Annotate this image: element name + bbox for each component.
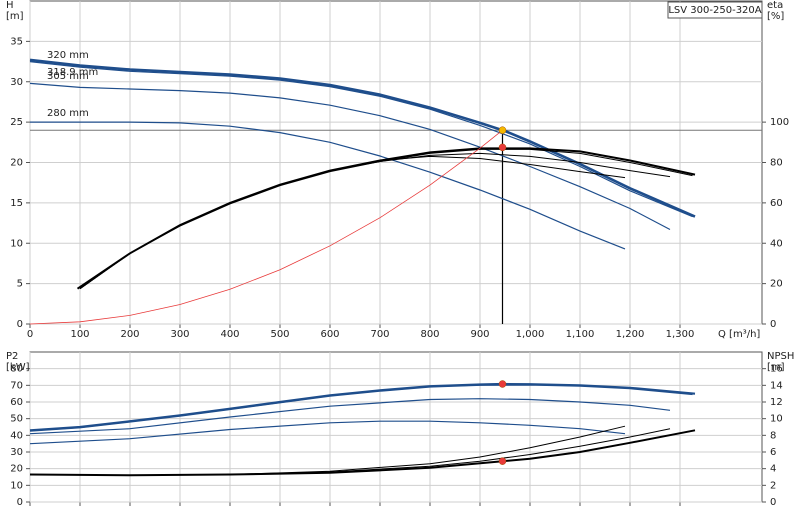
y2-axis-unit: [%] bbox=[767, 11, 784, 22]
y2-tick-label: 4 bbox=[770, 464, 776, 475]
y2-tick-label: 12 bbox=[770, 397, 783, 408]
y2-tick-label: 80 bbox=[770, 158, 783, 169]
operating-point bbox=[498, 380, 507, 388]
curve bbox=[29, 129, 503, 325]
x-tick-label: 1,000 bbox=[516, 329, 545, 340]
curve bbox=[79, 155, 626, 290]
y-axis-label: H bbox=[6, 0, 14, 11]
curve bbox=[29, 382, 696, 432]
curve bbox=[29, 384, 693, 432]
y2-tick-label: 20 bbox=[770, 279, 783, 290]
x-tick-label: 400 bbox=[220, 329, 239, 340]
curve-label: 318.9 mm bbox=[47, 67, 98, 78]
curve bbox=[29, 425, 626, 476]
y-tick-label: 40 bbox=[10, 430, 23, 441]
y-tick-label: 25 bbox=[10, 117, 23, 128]
y-tick-label: 10 bbox=[10, 480, 23, 491]
chart-title: LSV 300-250-320A bbox=[668, 5, 761, 16]
x-tick-label: 1,300 bbox=[666, 329, 695, 340]
plot-area bbox=[29, 351, 763, 503]
y-tick-label: 0 bbox=[17, 319, 23, 330]
x-tick-label: 200 bbox=[120, 329, 139, 340]
y2-tick-label: 16 bbox=[770, 364, 783, 375]
y2-tick-label: 2 bbox=[770, 480, 776, 491]
y2-tick-label: 40 bbox=[770, 238, 783, 249]
curve bbox=[29, 82, 671, 231]
x-axis-label: Q [m³/h] bbox=[718, 329, 760, 340]
x-tick-label: 800 bbox=[420, 329, 439, 340]
x-tick-label: 0 bbox=[27, 329, 33, 340]
y2-tick-label: 0 bbox=[770, 497, 776, 508]
y2-axis-label: eta bbox=[767, 0, 783, 11]
y-tick-label: 70 bbox=[10, 380, 23, 391]
y-axis-unit: [m] bbox=[6, 11, 24, 22]
y-tick-label: 60 bbox=[10, 397, 23, 408]
y2-tick-label: 60 bbox=[770, 198, 783, 209]
curve bbox=[29, 420, 626, 445]
y-tick-label: 35 bbox=[10, 36, 23, 47]
y-tick-label: 0 bbox=[17, 497, 23, 508]
y-tick-label: 50 bbox=[10, 414, 23, 425]
operating-point bbox=[498, 126, 507, 134]
y-tick-label: 15 bbox=[10, 198, 23, 209]
x-tick-label: 500 bbox=[270, 329, 289, 340]
x-tick-label: 300 bbox=[170, 329, 189, 340]
curve bbox=[29, 61, 693, 218]
y2-tick-label: 100 bbox=[770, 117, 789, 128]
y-tick-label: 20 bbox=[10, 158, 23, 169]
y-tick-label: 5 bbox=[17, 279, 23, 290]
x-tick-label: 900 bbox=[470, 329, 489, 340]
y2-tick-label: 10 bbox=[770, 414, 783, 425]
x-tick-label: 600 bbox=[320, 329, 339, 340]
y2-tick-label: 14 bbox=[770, 380, 783, 391]
y-tick-label: 30 bbox=[10, 77, 23, 88]
y-tick-label: 30 bbox=[10, 447, 23, 458]
curve bbox=[29, 398, 671, 435]
y-tick-label: 10 bbox=[10, 238, 23, 249]
y-tick-label: 80 bbox=[10, 364, 23, 375]
operating-point bbox=[498, 143, 507, 152]
operating-point bbox=[498, 457, 507, 465]
y2-axis-unit: [m] bbox=[767, 362, 785, 373]
y2-tick-label: 6 bbox=[770, 447, 776, 458]
curve bbox=[30, 121, 626, 250]
y2-tick-label: 0 bbox=[770, 319, 776, 330]
y2-tick-label: 8 bbox=[770, 430, 776, 441]
title-box bbox=[667, 1, 763, 19]
curve-label: 305 mm bbox=[47, 71, 89, 82]
curve-label: 320 mm bbox=[47, 50, 89, 61]
x-tick-label: 1,200 bbox=[616, 329, 645, 340]
y-axis-label: P2 bbox=[6, 351, 18, 362]
curve bbox=[29, 58, 696, 218]
y2-axis-label: NPSH bbox=[767, 351, 794, 362]
x-tick-label: 1,100 bbox=[566, 329, 595, 340]
curve-label: 280 mm bbox=[47, 108, 89, 119]
x-tick-label: 100 bbox=[70, 329, 89, 340]
y-tick-label: 20 bbox=[10, 464, 23, 475]
y-axis-unit: [kW] bbox=[6, 362, 30, 373]
x-tick-label: 700 bbox=[370, 329, 389, 340]
